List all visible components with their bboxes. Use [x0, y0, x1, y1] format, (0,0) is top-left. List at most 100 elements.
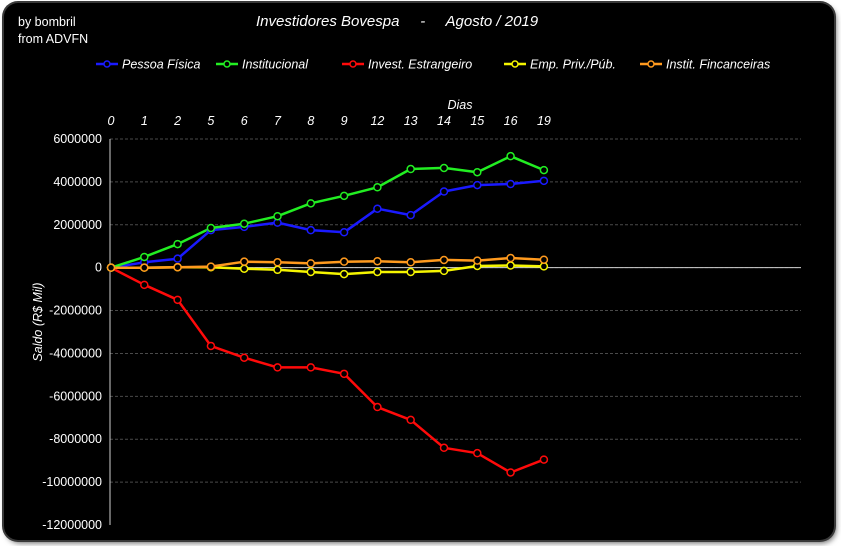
legend-marker: [511, 60, 519, 68]
data-point: [173, 239, 182, 249]
data-point: [206, 262, 216, 271]
data-point: [439, 163, 449, 173]
data-point: [473, 448, 482, 458]
x-axis-label: Dias: [447, 98, 472, 112]
x-tick-label: 8: [307, 114, 314, 128]
data-point: [339, 228, 349, 237]
credit-line-1: by bombril: [18, 15, 76, 29]
x-tick-label: 2: [173, 114, 181, 128]
legend-label: Institucional: [242, 58, 309, 72]
data-point: [539, 255, 549, 264]
data-point: [239, 257, 249, 266]
y-tick-label: -12000000: [42, 518, 102, 532]
data-point: [273, 258, 282, 267]
data-point: [306, 363, 316, 372]
data-point: [506, 468, 515, 477]
credit-text: by bombril from ADVFN: [18, 14, 88, 48]
data-point: [539, 165, 549, 175]
credit-line-2: from ADVFN: [18, 32, 89, 46]
x-tick-label: 13: [404, 114, 418, 128]
series-line: [110, 154, 545, 269]
x-tick-label: 14: [437, 114, 451, 128]
data-point: [506, 253, 515, 263]
y-tick-label: -10000000: [42, 475, 102, 489]
data-point: [339, 257, 349, 266]
data-point: [306, 225, 316, 235]
data-point: [306, 199, 316, 208]
data-point: [206, 223, 216, 233]
data-point: [306, 267, 316, 277]
data-point: [406, 415, 415, 425]
chart-title: Investidores Bovespa - Agosto / 2019: [256, 13, 539, 30]
data-point: [140, 263, 149, 272]
data-point: [239, 219, 249, 228]
data-point: [406, 210, 415, 220]
y-tick-label: 2000000: [53, 218, 102, 232]
data-point: [439, 255, 449, 265]
data-point: [339, 369, 349, 379]
data-point: [473, 256, 482, 265]
x-tick-label: 9: [341, 114, 348, 128]
x-tick-label: 19: [537, 114, 551, 128]
series-line: [111, 256, 544, 269]
x-tick-label: 1: [141, 114, 148, 128]
legend-marker: [349, 60, 357, 68]
data-point: [173, 254, 182, 263]
data-point: [406, 164, 415, 174]
data-point: [439, 266, 449, 276]
legend-label: Invest. Estrangeiro: [368, 58, 472, 72]
data-point: [439, 187, 449, 196]
data-point: [539, 455, 549, 464]
legend-label: Pessoa Física: [122, 58, 201, 72]
series-line: [110, 179, 545, 269]
series-line: [110, 266, 545, 474]
data-point: [106, 263, 116, 272]
data-point: [373, 402, 382, 412]
data-point: [173, 262, 182, 272]
legend-marker: [103, 60, 111, 68]
data-point: [239, 353, 249, 362]
data-point: [473, 180, 482, 190]
y-axis-label: Saldo (R$ Mil): [31, 282, 45, 361]
data-point: [173, 295, 182, 305]
legend-label: Emp. Priv./Púb.: [530, 58, 616, 72]
legend-label: Instit. Fincanceiras: [666, 58, 770, 72]
y-tick-label: -4000000: [49, 346, 102, 360]
y-tick-label: 4000000: [53, 175, 102, 189]
data-point: [406, 267, 415, 277]
data-point: [239, 264, 249, 273]
data-point: [273, 211, 282, 221]
y-tick-label: 0: [95, 261, 102, 275]
data-point: [373, 267, 382, 277]
x-tick-label: 16: [504, 114, 518, 128]
data-point: [539, 176, 549, 186]
x-tick-label: 0: [108, 114, 115, 128]
x-tick-label: 6: [241, 114, 248, 128]
y-tick-label: -8000000: [49, 432, 102, 446]
data-point: [206, 341, 216, 351]
x-tick-label: 15: [470, 114, 484, 128]
line-chart: 6000000 4000000 2000000 0 -2000000 -4000000 -6…: [31, 58, 801, 532]
data-point: [506, 261, 515, 270]
y-tick-label: -2000000: [49, 304, 102, 318]
data-point: [373, 256, 382, 266]
y-tick-label: -6000000: [49, 389, 102, 403]
x-tick-label: 7: [274, 114, 282, 128]
legend-marker: [223, 60, 231, 68]
data-point: [140, 280, 149, 290]
data-point: [140, 252, 149, 262]
data-point: [306, 259, 316, 268]
data-point: [506, 179, 515, 189]
legend-marker: [647, 60, 655, 68]
data-point: [439, 443, 449, 453]
chart-frame: by bombril from ADVFN Investidores Boves…: [4, 3, 834, 540]
data-point: [373, 204, 382, 213]
data-point: [273, 265, 282, 275]
data-point: [339, 191, 349, 201]
data-point: [273, 363, 282, 372]
x-tick-label: 12: [370, 114, 384, 128]
data-point: [339, 269, 349, 279]
data-point: [406, 258, 415, 267]
data-point: [506, 151, 515, 161]
y-tick-label: 6000000: [53, 132, 102, 146]
